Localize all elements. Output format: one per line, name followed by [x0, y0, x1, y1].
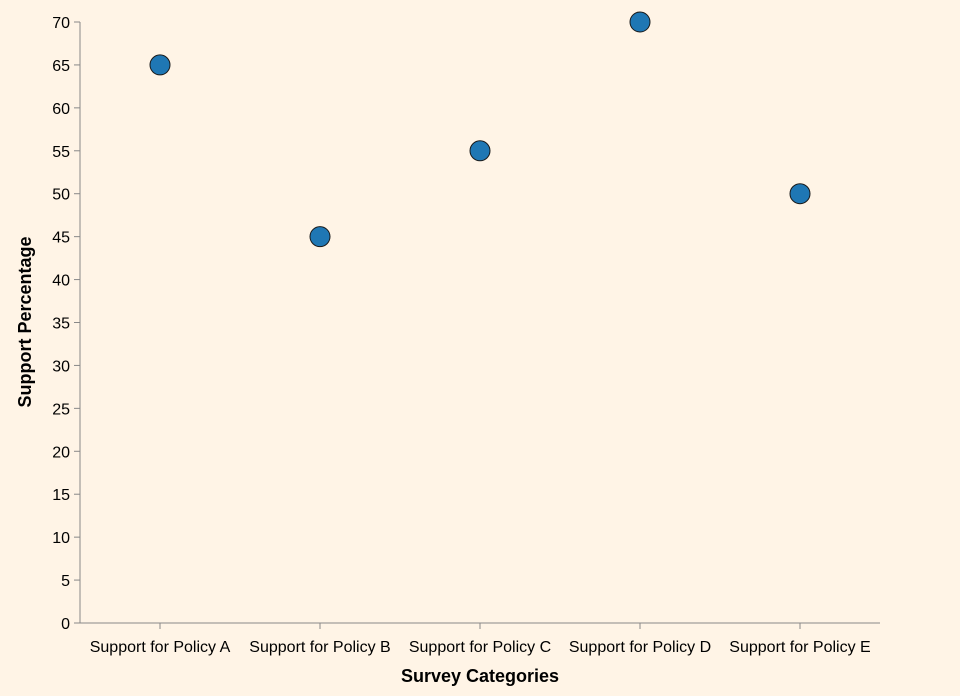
data-point — [469, 140, 491, 162]
data-point — [629, 11, 651, 33]
y-tick-label: 10 — [52, 530, 70, 547]
x-tick-label: Support for Policy E — [729, 639, 870, 656]
y-tick-label: 55 — [52, 144, 70, 161]
x-tick-label: Support for Policy C — [409, 639, 551, 656]
y-tick-label: 35 — [52, 316, 70, 333]
data-point — [309, 226, 331, 248]
x-axis-title: Survey Categories — [401, 666, 559, 686]
y-tick-label: 20 — [52, 444, 70, 461]
y-tick-label: 45 — [52, 230, 70, 247]
x-tick-label: Support for Policy D — [569, 639, 711, 656]
y-tick-label: 15 — [52, 487, 70, 504]
y-tick-label: 70 — [52, 15, 70, 32]
y-tick-label: 25 — [52, 401, 70, 418]
y-tick-label: 30 — [52, 358, 70, 375]
x-tick-label: Support for Policy B — [249, 639, 390, 656]
x-tick-label: Support for Policy A — [90, 639, 231, 656]
data-points — [149, 11, 811, 248]
y-tick-label: 40 — [52, 273, 70, 290]
y-axis: 0 5 10 15 20 25 30 35 40 45 50 55 60 65 70 — [52, 15, 81, 633]
data-point — [789, 183, 811, 205]
y-tick-label: 0 — [61, 616, 70, 633]
y-tick-label: 65 — [52, 58, 70, 75]
data-point — [149, 54, 171, 76]
x-axis: Support for Policy A Support for Policy B… — [80, 622, 880, 656]
y-tick-label: 5 — [61, 573, 70, 590]
y-tick-label: 50 — [52, 187, 70, 204]
y-tick-label: 60 — [52, 101, 70, 118]
y-axis-title: Support Percentage — [15, 236, 35, 407]
